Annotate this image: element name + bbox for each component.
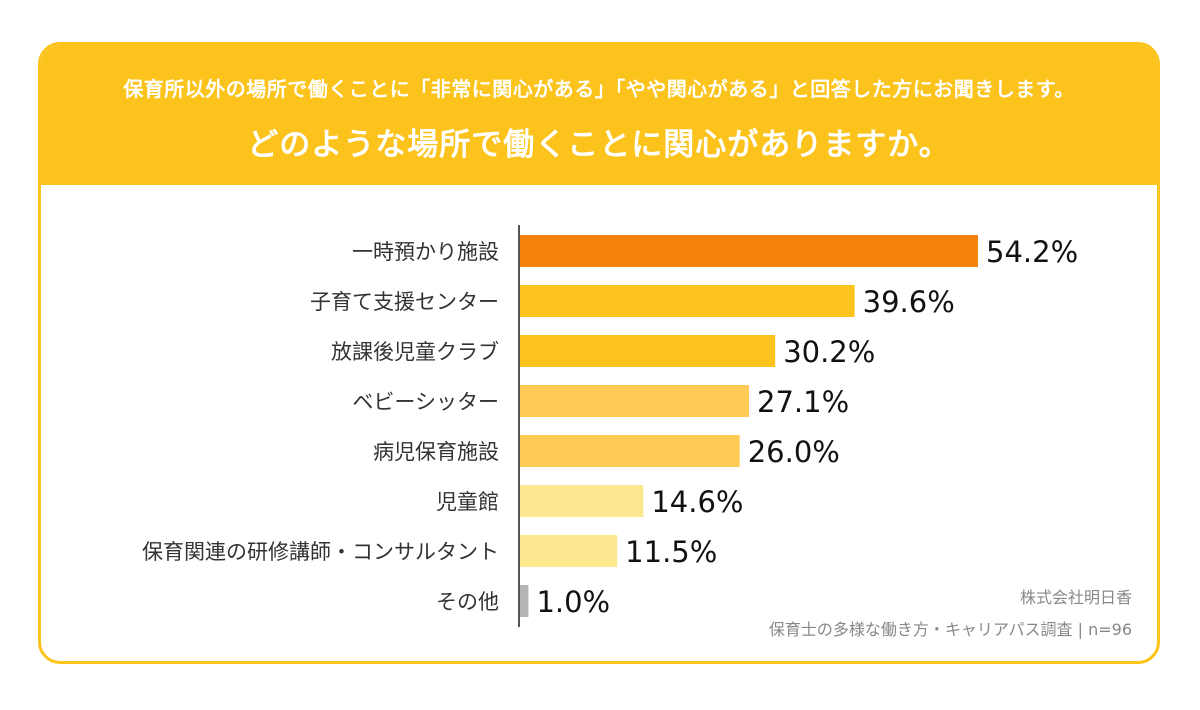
value-label: 39.6% bbox=[863, 285, 955, 319]
value-label: 30.2% bbox=[783, 335, 875, 369]
category-label: その他 bbox=[436, 590, 499, 614]
source-company: 株式会社明日香 bbox=[1019, 588, 1132, 607]
category-label: 保育関連の研修講師・コンサルタント bbox=[142, 540, 499, 564]
value-label: 11.5% bbox=[625, 535, 717, 569]
bar-chart: 一時預かり施設 54.2% 子育て支援センター 39.6% 放課後児童クラブ 30.2% ベ… bbox=[142, 225, 1078, 627]
survey-question: どのような場所で働くことに関心がありますか。 bbox=[247, 127, 951, 163]
bar bbox=[520, 335, 776, 367]
category-label: 放課後児童クラブ bbox=[331, 340, 499, 364]
bar bbox=[520, 285, 855, 317]
bar bbox=[520, 435, 740, 467]
value-label: 54.2% bbox=[986, 235, 1078, 269]
value-label: 27.1% bbox=[757, 385, 849, 419]
value-label: 14.6% bbox=[651, 485, 743, 519]
category-label: 子育て支援センター bbox=[310, 290, 499, 314]
bar bbox=[520, 385, 749, 417]
category-label: 病児保育施設 bbox=[373, 440, 499, 464]
bar bbox=[520, 585, 529, 617]
value-label: 1.0% bbox=[536, 585, 610, 619]
bar bbox=[520, 535, 618, 567]
chart-card: 保育所以外の場所で働くことに「非常に関心がある」「やや関心がある」と回答した方に… bbox=[38, 42, 1160, 664]
category-label: 一時預かり施設 bbox=[352, 240, 499, 264]
value-label: 26.0% bbox=[748, 435, 840, 469]
source-survey: 保育士の多様な働き方・キャリアパス調査 | n=96 bbox=[768, 620, 1132, 639]
chart-header: 保育所以外の場所で働くことに「非常に関心がある」「やや関心がある」と回答した方に… bbox=[41, 45, 1157, 185]
bar bbox=[520, 485, 644, 517]
category-label: ベビーシッター bbox=[352, 390, 499, 414]
category-label: 児童館 bbox=[436, 490, 499, 514]
bar bbox=[520, 235, 978, 267]
survey-subquestion: 保育所以外の場所で働くことに「非常に関心がある」「やや関心がある」と回答した方に… bbox=[123, 77, 1075, 101]
